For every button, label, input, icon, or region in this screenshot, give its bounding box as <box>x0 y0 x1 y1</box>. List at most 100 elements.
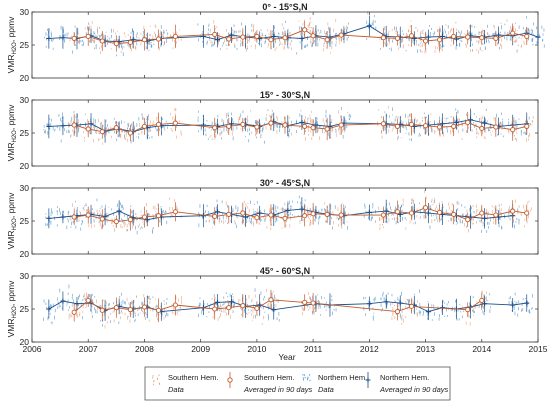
raw-data-point-southern <box>289 129 291 131</box>
raw-data-point-southern <box>247 45 248 48</box>
raw-data-point-southern <box>131 123 133 126</box>
raw-data-point-northern <box>408 121 410 126</box>
raw-data-point-southern <box>527 201 529 205</box>
raw-data-point-southern <box>275 216 276 220</box>
raw-data-point-northern <box>372 20 374 24</box>
raw-data-point-northern <box>52 47 54 50</box>
raw-data-point-southern <box>391 209 392 211</box>
raw-data-point-southern <box>158 127 160 131</box>
raw-data-point-southern <box>91 311 93 315</box>
raw-data-point-southern <box>407 299 409 301</box>
raw-data-point-southern <box>490 134 492 136</box>
raw-data-point-southern <box>448 202 450 206</box>
raw-data-point-northern <box>335 33 336 38</box>
raw-data-point-southern <box>468 126 469 129</box>
raw-data-point-northern <box>253 210 255 215</box>
raw-data-point-northern <box>386 124 388 128</box>
raw-data-point-southern <box>343 206 344 210</box>
raw-data-point-southern <box>492 35 494 39</box>
raw-data-point-southern <box>149 300 151 304</box>
raw-data-point-southern <box>341 202 343 204</box>
raw-data-point-northern <box>460 36 461 39</box>
raw-data-point-northern <box>288 202 290 205</box>
raw-data-point-southern <box>285 224 287 227</box>
raw-data-point-northern <box>508 121 510 126</box>
raw-data-point-southern <box>149 214 151 217</box>
raw-data-point-northern <box>385 221 386 223</box>
raw-data-point-southern <box>246 301 248 304</box>
raw-data-point-northern <box>122 130 123 133</box>
raw-data-point-southern <box>387 38 389 42</box>
raw-data-point-southern <box>392 114 393 116</box>
raw-data-point-southern <box>243 119 245 122</box>
raw-data-point-northern <box>402 121 404 125</box>
raw-data-point-northern <box>325 301 327 304</box>
raw-data-point-northern <box>203 303 205 306</box>
raw-data-point-northern <box>334 205 336 209</box>
raw-data-point-northern <box>488 39 489 41</box>
raw-data-point-northern <box>514 292 516 296</box>
raw-data-point-northern <box>96 310 98 314</box>
raw-data-point-northern <box>49 118 51 120</box>
raw-data-point-southern <box>251 313 252 316</box>
raw-data-point-northern <box>459 33 461 37</box>
avg-point-northern <box>285 207 291 213</box>
raw-data-point-northern <box>94 47 95 50</box>
raw-data-point-southern <box>451 203 453 206</box>
raw-data-point-northern <box>526 16 527 19</box>
raw-data-point-southern <box>148 212 149 217</box>
raw-data-point-northern <box>223 296 225 299</box>
raw-data-point-northern <box>161 210 163 215</box>
raw-data-point-southern <box>288 33 290 36</box>
raw-data-point-northern <box>384 111 386 113</box>
raw-data-point-southern <box>143 116 145 120</box>
raw-data-point-northern <box>236 126 238 130</box>
raw-data-point-northern <box>96 198 98 202</box>
raw-data-point-southern <box>408 308 410 310</box>
raw-data-point-southern <box>303 308 304 311</box>
avg-point-southern <box>423 123 429 129</box>
raw-data-point-southern <box>245 203 247 208</box>
raw-data-point-southern <box>181 300 182 304</box>
raw-data-point-southern <box>291 47 292 50</box>
raw-data-point-northern <box>163 35 164 38</box>
raw-data-point-northern <box>401 209 403 211</box>
raw-data-point-northern <box>400 120 402 123</box>
raw-data-point-southern <box>324 209 326 212</box>
raw-data-point-southern <box>416 312 418 316</box>
raw-data-point-southern <box>381 217 383 219</box>
raw-data-point-southern <box>211 213 213 216</box>
raw-data-point-southern <box>247 115 248 119</box>
raw-data-point-southern <box>97 30 98 35</box>
raw-data-point-northern <box>304 199 306 202</box>
raw-data-point-northern <box>335 308 337 312</box>
raw-data-point-southern <box>307 117 309 119</box>
avg-point-southern <box>141 123 147 129</box>
raw-data-point-northern <box>335 129 337 133</box>
raw-data-point-southern <box>344 222 345 226</box>
raw-data-point-southern <box>417 29 419 33</box>
raw-data-point-northern <box>457 110 459 114</box>
avg-point-southern <box>338 122 344 128</box>
x-tick-label: 2010 <box>247 344 266 354</box>
raw-data-point-northern <box>466 225 468 228</box>
raw-data-point-northern <box>162 313 163 315</box>
raw-data-point-southern <box>406 219 407 221</box>
raw-data-point-northern <box>419 312 421 316</box>
raw-data-point-southern <box>452 128 453 132</box>
raw-data-point-northern <box>513 120 514 122</box>
raw-data-point-southern <box>238 119 239 123</box>
raw-data-point-northern <box>45 213 47 215</box>
raw-data-point-southern <box>171 303 173 307</box>
raw-data-point-northern <box>165 120 167 123</box>
raw-data-point-southern <box>406 34 408 37</box>
raw-data-point-southern <box>274 48 276 52</box>
x-tick-label: 2012 <box>360 344 379 354</box>
y-tick-label: 30 <box>20 95 30 105</box>
x-tick-label: 2014 <box>472 344 491 354</box>
raw-data-point-northern <box>79 39 81 43</box>
raw-data-point-northern <box>121 218 122 220</box>
raw-data-point-northern <box>389 115 390 118</box>
raw-data-point-southern <box>520 45 522 49</box>
raw-data-point-northern <box>474 33 476 36</box>
